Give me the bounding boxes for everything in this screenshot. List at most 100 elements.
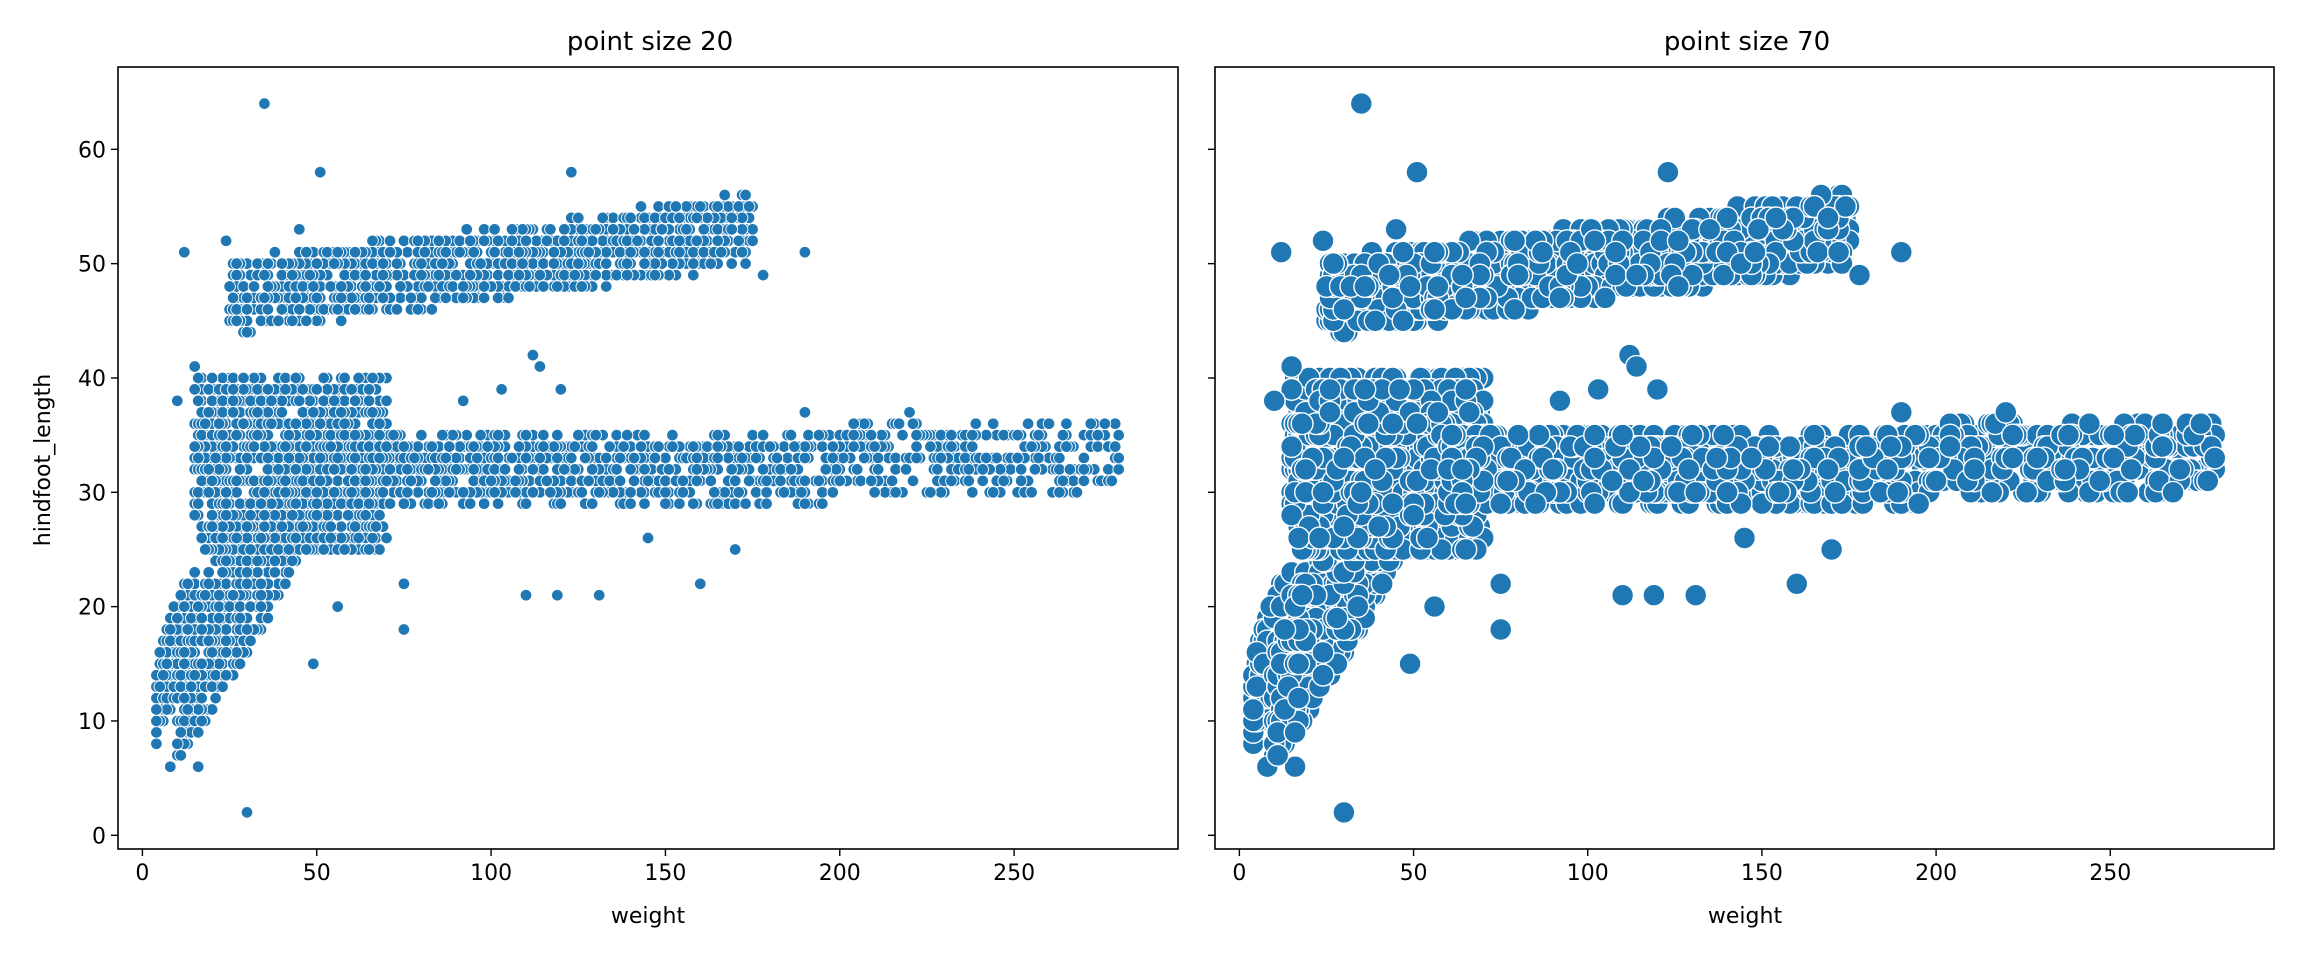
right-scatter-point xyxy=(1311,640,1335,664)
left-scatter-point xyxy=(641,531,655,545)
left-scatter-point xyxy=(606,211,620,225)
left-scatter-point xyxy=(345,383,358,396)
left-scatter-point xyxy=(348,520,362,533)
left-scatter-point xyxy=(408,451,421,465)
left-scatter-point xyxy=(415,268,428,282)
left-scatter-point xyxy=(687,497,700,510)
left-scatter-point xyxy=(317,303,330,316)
left-scatter-point xyxy=(279,440,292,453)
left-scatter-point xyxy=(652,440,665,453)
left-scatter-point xyxy=(394,291,407,305)
left-scatter-point xyxy=(997,474,1010,488)
left-scatter-point xyxy=(673,234,686,248)
left-scatter-point xyxy=(648,257,662,270)
left-scatter-point xyxy=(488,223,501,236)
left-scatter-point xyxy=(362,543,376,556)
left-scatter-point xyxy=(184,611,198,625)
left-scatter-point xyxy=(223,600,236,613)
left-scatter-point xyxy=(906,417,920,430)
left-scatter-point xyxy=(219,634,233,648)
left-scatter-point xyxy=(659,497,672,510)
left-scatter-point xyxy=(188,566,201,579)
left-scatter-point xyxy=(348,268,362,282)
left-scatter-point xyxy=(254,600,268,613)
left-scatter-point xyxy=(401,486,414,499)
left-scatter-point xyxy=(756,428,770,442)
left-scatter-point xyxy=(397,497,411,510)
right-scatter-point xyxy=(1286,652,1311,676)
left-scatter-point xyxy=(491,428,505,442)
left-scatter-point xyxy=(268,508,282,522)
left-scatter-point xyxy=(334,314,348,328)
left-scatter-point xyxy=(704,474,718,488)
left-scatter-point xyxy=(1084,417,1098,430)
left-scatter-point xyxy=(212,588,226,602)
left-scatter-point xyxy=(429,474,442,488)
left-scatter-point xyxy=(711,451,724,465)
left-scatter-point xyxy=(237,383,250,396)
left-scatter-point xyxy=(352,531,365,545)
left-scatter-point xyxy=(237,417,250,430)
left-scatter-point xyxy=(652,200,665,213)
left-scatter-point xyxy=(362,394,376,408)
left-scatter-point xyxy=(798,406,812,419)
left-scatter-point xyxy=(526,257,540,270)
left-scatter-point xyxy=(338,371,351,385)
left-scatter-point xyxy=(760,497,773,510)
left-scatter-point xyxy=(669,200,683,213)
left-scatter-point xyxy=(1028,463,1042,476)
left-scatter-point xyxy=(446,280,459,293)
left-scatter-point xyxy=(446,428,459,442)
left-scatter-point xyxy=(474,257,487,270)
left-scatter-point xyxy=(610,428,623,442)
left-scatter-point xyxy=(425,440,439,453)
left-scatter-point xyxy=(296,474,310,488)
left-scatter-point xyxy=(864,428,878,442)
left-scatter-point xyxy=(599,245,613,259)
left-scatter-point xyxy=(519,234,533,248)
left-scatter-point xyxy=(219,554,233,568)
left-scatter-point xyxy=(265,394,278,408)
left-scatter-point xyxy=(582,474,595,488)
left-scatter-point xyxy=(728,474,742,488)
left-scatter-point xyxy=(721,451,735,465)
left-scatter-point xyxy=(959,451,972,465)
left-scatter-point xyxy=(157,668,170,682)
left-scatter-point xyxy=(589,223,602,236)
left-scatter-point xyxy=(512,440,526,453)
left-scatter-point xyxy=(348,451,362,465)
left-scatter-point xyxy=(373,508,386,522)
left-scatter-point xyxy=(456,280,470,293)
left-y-axis-label: hindfoot_length xyxy=(31,374,56,546)
left-scatter-point xyxy=(1112,428,1125,442)
left-x-tick-label: 100 xyxy=(470,861,512,886)
left-y-tick-label: 0 xyxy=(92,824,106,849)
left-scatter-point xyxy=(254,577,268,591)
left-scatter-point xyxy=(784,463,798,476)
left-scatter-point xyxy=(1112,463,1125,476)
left-scatter-point xyxy=(191,703,205,716)
left-scatter-point xyxy=(310,497,324,510)
left-scatter-point xyxy=(1077,463,1091,476)
left-scatter-point xyxy=(819,463,833,476)
left-scatter-point xyxy=(331,474,344,488)
left-scatter-point xyxy=(676,474,690,488)
left-scatter-point xyxy=(153,680,167,693)
left-scatter-point xyxy=(313,165,327,179)
left-scatter-point xyxy=(694,577,707,591)
left-scatter-point xyxy=(251,383,264,396)
left-scatter-point xyxy=(390,303,404,316)
left-scatter-point xyxy=(258,508,271,522)
left-scatter-point xyxy=(219,646,233,659)
left-scatter-point xyxy=(289,497,303,510)
left-scatter-point xyxy=(613,474,627,488)
left-scatter-point xyxy=(763,440,777,453)
left-scatter-point xyxy=(749,486,763,499)
left-scatter-point xyxy=(244,600,257,613)
left-y-tick-label: 30 xyxy=(78,481,106,506)
left-scatter-point xyxy=(976,474,989,488)
left-scatter-point xyxy=(359,268,372,282)
left-scatter-point xyxy=(624,497,637,510)
left-scatter-point xyxy=(313,417,327,430)
left-scatter-point xyxy=(296,383,310,396)
